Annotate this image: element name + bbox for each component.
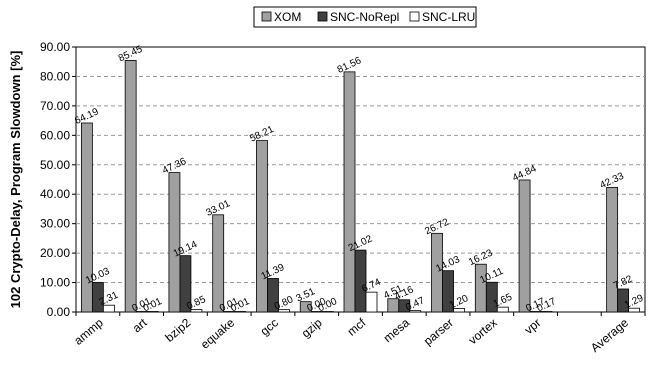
- bar-xom-gzip: [299, 301, 312, 313]
- bar-snc-norepl-mesa: [398, 299, 411, 313]
- bar-xom-Average: [606, 186, 619, 313]
- y-tick-label: 0.00: [47, 305, 71, 319]
- x-tick-label: bzip2: [162, 315, 193, 344]
- legend-label-snc-lru: SNC-LRU: [422, 10, 475, 24]
- bar-snc-lru-mesa: [409, 310, 422, 313]
- x-tick-label: mcf: [345, 315, 369, 339]
- x-tick-label: vortex: [466, 316, 500, 348]
- x-tick-label: parser: [421, 316, 456, 349]
- y-tick-label: 70.00: [40, 99, 70, 113]
- y-tick-label: 50.00: [40, 158, 70, 172]
- bar-snc-lru-vpr: [540, 311, 553, 313]
- bar-snc-lru-bzip2: [190, 309, 203, 313]
- x-tick-label: art: [130, 315, 150, 335]
- bar-snc-norepl-bzip2: [179, 255, 192, 313]
- bar-xom-vortex: [474, 263, 487, 313]
- x-tick-label: Average: [588, 315, 631, 355]
- bar-xom-gcc: [256, 140, 268, 313]
- bar-xom-equake: [212, 214, 225, 313]
- legend-label-xom: XOM: [274, 10, 301, 24]
- x-tick-label: ammp: [71, 315, 106, 347]
- bar-snc-lru-parser: [453, 308, 465, 313]
- bar-xom-mcf: [343, 71, 356, 313]
- legend-swatch-snc-lru: [409, 11, 420, 22]
- bar-xom-vpr: [518, 179, 531, 313]
- legend-swatch-xom: [261, 11, 272, 22]
- bar-snc-lru-art: [146, 311, 159, 313]
- bar-snc-lru-vortex: [496, 306, 509, 313]
- y-tick-label: 10.00: [40, 276, 70, 290]
- x-tick-label: gzip: [299, 315, 325, 340]
- bar-xom-bzip2: [168, 172, 181, 313]
- legend-box: [253, 6, 477, 28]
- bar-snc-norepl-gcc: [267, 278, 279, 313]
- x-tick-label: vpr: [522, 316, 544, 337]
- bar-snc-norepl-Average: [617, 288, 630, 313]
- y-tick-label: 20.00: [40, 246, 70, 260]
- bar-xom-ammp: [80, 122, 93, 313]
- legend-label-snc-norepl: SNC-NoRepl: [330, 10, 399, 24]
- y-tick-label: 80.00: [40, 69, 70, 83]
- bar-snc-lru-Average: [628, 307, 641, 313]
- bar-snc-norepl-vortex: [485, 281, 498, 313]
- legend-swatch-snc-norepl: [317, 11, 328, 22]
- bar-snc-lru-gzip: [321, 311, 334, 313]
- y-tick-label: 60.00: [40, 128, 70, 142]
- bar-snc-norepl-parser: [442, 270, 454, 313]
- bar-snc-lru-ammp: [102, 304, 115, 313]
- x-tick-label: mesa: [381, 315, 413, 345]
- bar-snc-lru-equake: [234, 311, 247, 313]
- bar-snc-lru-mcf: [365, 291, 378, 313]
- y-tick-label: 40.00: [40, 187, 70, 201]
- bar-snc-norepl-mcf: [354, 249, 367, 313]
- bar-xom-art: [124, 59, 137, 313]
- x-tick-label: gcc: [258, 316, 281, 339]
- y-tick-label: 90.00: [40, 40, 70, 54]
- y-axis-label: 102 Crypto-Delay, Program Slowdown [%]: [8, 51, 23, 309]
- y-tick-label: 30.00: [40, 217, 70, 231]
- bar-snc-norepl-ammp: [91, 282, 104, 313]
- x-tick-label: equake: [198, 315, 237, 351]
- bar-snc-lru-gcc: [278, 309, 290, 313]
